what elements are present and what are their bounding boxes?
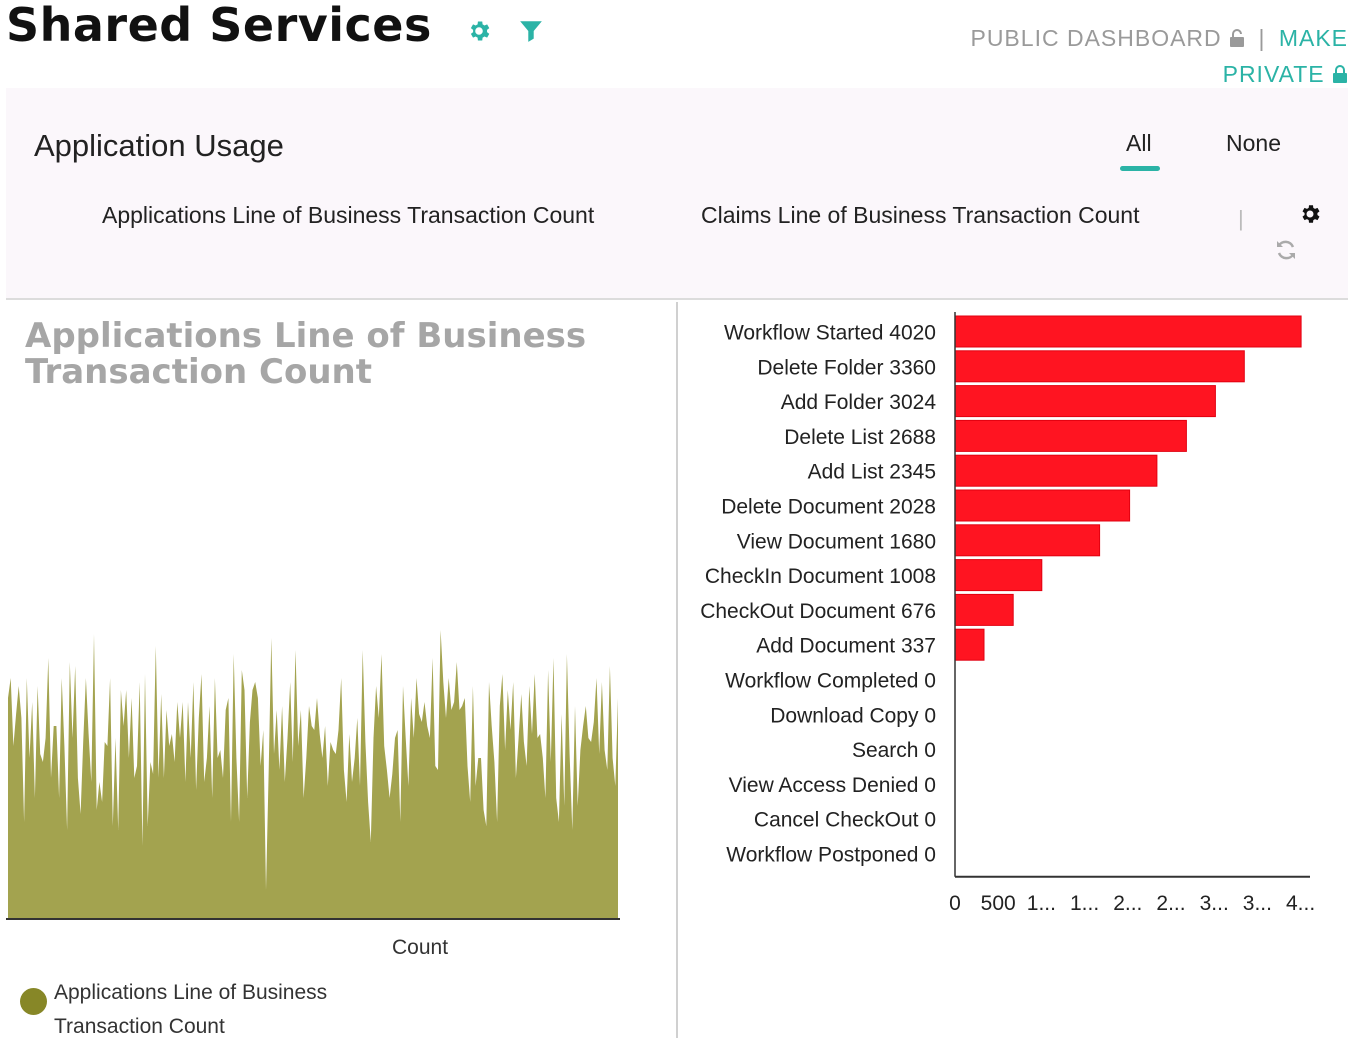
bar (954, 593, 1014, 626)
select-none-option[interactable]: None (1226, 130, 1281, 156)
bar-category-label: Workflow Completed 0 (725, 670, 936, 693)
select-all-option[interactable]: All (1126, 130, 1152, 156)
application-usage-panel: Application Usage All None Applications … (6, 88, 1348, 300)
bar-category-label: Delete Folder 3360 (757, 356, 936, 379)
bar (954, 559, 1043, 592)
bar-category-label: CheckOut Document 676 (700, 600, 936, 623)
bar-category-label: Delete Document 2028 (721, 496, 936, 519)
bar-category-label: Search 0 (852, 739, 936, 762)
selected-indicator (1120, 166, 1160, 171)
area-series (8, 630, 618, 918)
lock-open-icon (1229, 25, 1252, 51)
series-toggle-claims[interactable]: Claims Line of Business Transaction Coun… (701, 202, 1140, 228)
bar (954, 489, 1131, 522)
lock-icon[interactable] (1332, 61, 1348, 87)
series-toggle-applications[interactable]: Applications Line of Business Transactio… (102, 202, 595, 228)
bar-category-label: Cancel CheckOut 0 (754, 809, 936, 832)
bar-category-label: Download Copy 0 (770, 704, 936, 727)
bar (954, 385, 1216, 418)
area-chart-title: Applications Line of Business Transactio… (25, 316, 587, 392)
page-title: Shared Services (6, 0, 432, 52)
bar-x-tick-label: 0 (949, 892, 961, 915)
bar-x-tick-label: 1... (1027, 892, 1056, 915)
bar (954, 350, 1245, 383)
bar-category-label: Add Folder 3024 (781, 391, 937, 414)
bar-category-label: Delete List 2688 (784, 426, 936, 449)
bar-x-tick-label: 1... (1070, 892, 1099, 915)
bar (954, 524, 1101, 557)
make-private-link-cont[interactable]: PRIVATE (1222, 61, 1325, 87)
options-separator: | (1238, 206, 1244, 231)
bar-category-label: Workflow Postponed 0 (726, 844, 936, 867)
bar (954, 454, 1158, 487)
bar-category-label: Add List 2345 (808, 461, 936, 484)
bar-category-label: CheckIn Document 1008 (705, 565, 936, 588)
make-private-link[interactable]: MAKE (1278, 25, 1348, 51)
bar-x-tick-label: 2... (1156, 892, 1185, 915)
bar (954, 628, 985, 661)
bar-category-label: View Document 1680 (737, 530, 936, 553)
refresh-icon[interactable] (1274, 238, 1298, 267)
public-dashboard-label: PUBLIC DASHBOARD (970, 25, 1222, 51)
bar-category-label: View Access Denied 0 (729, 774, 936, 797)
bar-category-label: Add Document 337 (756, 635, 936, 658)
chart-divider (676, 302, 678, 1038)
visibility-separator: | (1258, 25, 1266, 51)
bar-x-tick-label: 3... (1243, 892, 1272, 915)
area-chart-xlabel: Count (392, 936, 449, 959)
bar-x-tick-label: 4... (1286, 892, 1315, 915)
bar-x-tick-label: 500 (981, 892, 1016, 915)
legend-swatch[interactable] (20, 988, 47, 1015)
dashboard-visibility: PUBLIC DASHBOARD | MAKE PRIVATE (970, 20, 1348, 92)
bar (954, 419, 1187, 452)
filter-icon[interactable] (518, 18, 544, 49)
bar-x-tick-label: 3... (1200, 892, 1229, 915)
bar (954, 315, 1302, 348)
panel-title: Application Usage (34, 128, 284, 163)
legend-label[interactable]: Applications Line of Business Transactio… (54, 981, 328, 1038)
bar-x-tick-label: 2... (1113, 892, 1142, 915)
bar-category-label: Workflow Started 4020 (724, 322, 936, 345)
gear-icon[interactable] (466, 18, 492, 49)
gear-icon[interactable] (1298, 202, 1322, 231)
